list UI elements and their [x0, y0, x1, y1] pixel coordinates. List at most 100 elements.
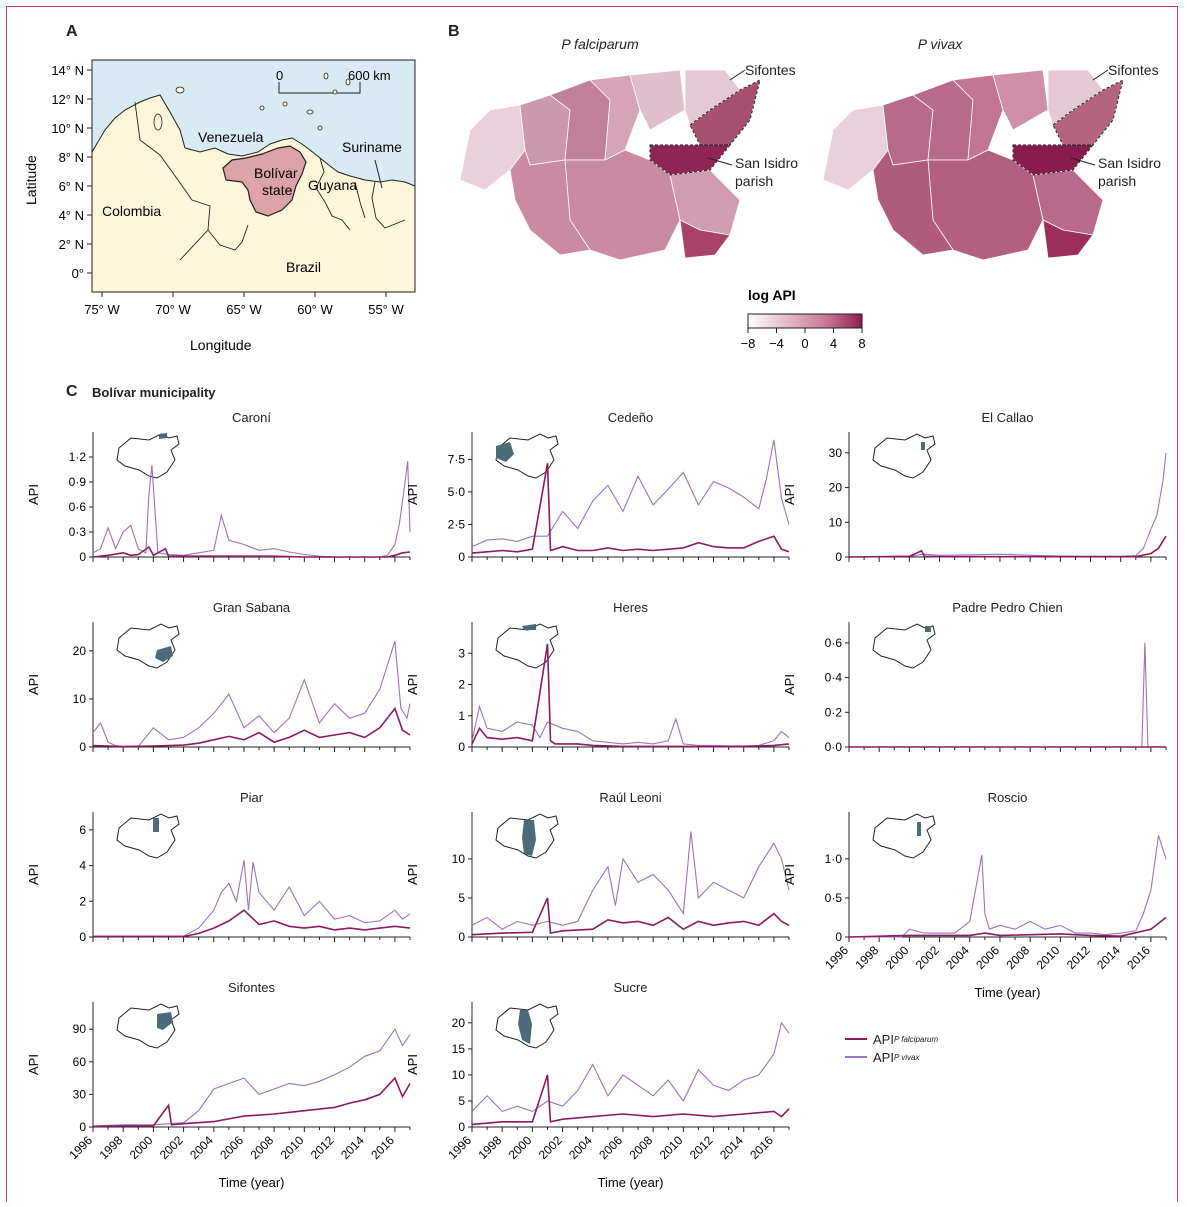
panel-c-title: Bolívar municipality [92, 385, 216, 400]
chart-title: Raúl Leoni [599, 790, 661, 805]
chart-title: Roscio [988, 790, 1028, 805]
x-tick-label: 2004 [566, 1133, 595, 1162]
series-pf-line [471, 1074, 790, 1126]
inset-municipality [522, 624, 536, 630]
y-axis-label: API [782, 864, 797, 885]
inset-municipality [518, 1010, 532, 1044]
y-tick-label: 0·3 [69, 525, 87, 539]
y-axis-label: API [782, 674, 797, 695]
inset-map [495, 433, 559, 479]
y-tick-label: 0·9 [69, 475, 87, 489]
pf-san-isidro-label: San Isidro [735, 155, 798, 171]
y-tick-label: 90 [73, 1022, 87, 1036]
y-tick-label: 20 [452, 1016, 466, 1030]
y-tick-label: 10 [452, 852, 466, 866]
y-tick-label: 4 [79, 859, 86, 873]
colorbar-tick-label: −4 [769, 336, 784, 351]
x-tick-label: 2010 [278, 1133, 307, 1162]
inset-municipality [159, 433, 167, 439]
lon-tick-label: 60° W [297, 302, 333, 317]
chart-1: Cedeño API 0 2·5 5·0 7·5 [405, 410, 790, 564]
y-tick-label: 0 [79, 1120, 86, 1134]
chart-title: Padre Pedro Chien [952, 600, 1063, 615]
pv-parish-label: parish [1098, 173, 1136, 189]
y-tick-label: 1·0 [825, 852, 843, 866]
x-tick-label: 1998 [853, 943, 882, 972]
x-tick-label: 2008 [626, 1133, 655, 1162]
pv-san-isidro-outline [1012, 144, 1095, 176]
y-axis-label: API [26, 1054, 41, 1075]
chart-title: Caroní [232, 410, 271, 425]
legend-pv: API P vivax [845, 1048, 938, 1066]
label-bolivar-state-1: Bolívar [254, 165, 298, 181]
chart-title: Sucre [614, 980, 648, 995]
series-pv-line [92, 461, 411, 558]
y-axis-label: API [782, 484, 797, 505]
lon-tick-label: 65° W [226, 302, 262, 317]
label-venezuela: Venezuela [198, 129, 264, 145]
pv-region [992, 69, 1049, 131]
y-tick-label: 2·5 [448, 517, 466, 531]
label-guyana: Guyana [308, 177, 357, 193]
y-tick-label: 30 [829, 446, 843, 460]
x-tick-label: 2002 [536, 1133, 565, 1162]
y-tick-label: 0 [458, 1120, 465, 1134]
map-a: 0 600 km Venezuela Suriname Colombia Guy… [23, 59, 416, 353]
y-tick-label: 0 [835, 550, 842, 564]
chart-10: Sucre API 0 5 10 15 20 1996 1998 2000 2002 2004 2006… [405, 980, 790, 1190]
pv-region [1042, 219, 1094, 259]
inset-map [495, 623, 559, 669]
pf-region [509, 149, 591, 256]
y-tick-label: 0·0 [825, 740, 843, 754]
inset-map [116, 813, 180, 859]
y-tick-label: 0 [458, 740, 465, 754]
chart-2: El Callao API 0 10 20 30 [782, 410, 1167, 564]
inset-map [495, 1003, 559, 1049]
y-tick-label: 5·0 [448, 485, 466, 499]
x-tick-label: 2002 [157, 1133, 186, 1162]
y-tick-label: 7·5 [448, 452, 466, 466]
scale-bar [278, 82, 361, 94]
x-tick-label: 1996 [66, 1133, 95, 1162]
y-tick-label: 15 [452, 1042, 466, 1056]
x-tick-label: 2014 [1094, 943, 1123, 972]
inset-municipality [925, 626, 931, 632]
chart-title: Sifontes [228, 980, 275, 995]
lon-axis-label: Longitude [190, 337, 252, 353]
x-tick-label: 2016 [747, 1133, 776, 1162]
x-tick-label: 1998 [476, 1133, 505, 1162]
inset-outline [116, 1003, 180, 1049]
x-tick-label: 2012 [1064, 943, 1093, 972]
label-colombia: Colombia [102, 203, 161, 219]
pf-region [679, 219, 731, 259]
y-axis-label: API [26, 864, 41, 885]
x-tick-label: 1998 [97, 1133, 126, 1162]
series-pv-line [92, 1028, 411, 1127]
y-axis-label: API [405, 674, 420, 695]
pf-callouts: Sifontes San Isidro parish [707, 62, 798, 189]
map-a-ticks: 14° N 12° N 10° N 8° N 6° N 4° N 2° N 0° 75° W 70… [51, 63, 404, 317]
y-tick-label: 10 [452, 1068, 466, 1082]
y-tick-label: 5 [458, 1094, 465, 1108]
x-tick-label: 2000 [883, 943, 912, 972]
y-tick-label: 0·5 [825, 891, 843, 905]
label-suriname: Suriname [342, 139, 402, 155]
y-tick-label: 2 [79, 894, 86, 908]
x-tick-label: 2008 [247, 1133, 276, 1162]
inset-outline [495, 433, 559, 479]
label-brazil: Brazil [286, 259, 321, 275]
y-tick-label: 20 [73, 644, 87, 658]
y-tick-label: 0·4 [825, 671, 843, 685]
country-borders [134, 101, 406, 261]
inset-municipality [153, 818, 159, 832]
chart-6: Piar API 0 2 4 6 [26, 790, 411, 944]
scale-label-zero: 0 [276, 68, 283, 83]
y-tick-label: 0·6 [69, 500, 87, 514]
pf-region [629, 69, 686, 131]
y-axis-label: API [26, 484, 41, 505]
x-tick-label: 2006 [973, 943, 1002, 972]
panel-b-label: B [448, 23, 460, 40]
lon-tick-label: 70° W [155, 302, 191, 317]
panel-c-label: C [66, 383, 78, 400]
